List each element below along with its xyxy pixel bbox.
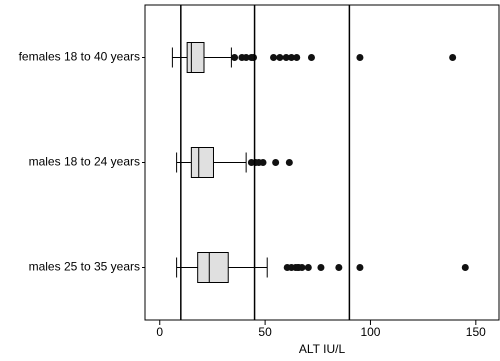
outlier [287, 54, 295, 61]
x-tick-label: 50 [258, 325, 272, 339]
outlier [304, 264, 312, 271]
outlier [282, 54, 290, 61]
outlier [293, 54, 301, 61]
outlier [449, 54, 457, 61]
outlier [356, 264, 364, 271]
x-tick-label: 150 [466, 325, 486, 339]
outlier [335, 264, 343, 271]
outlier [270, 54, 278, 61]
outlier [307, 54, 315, 61]
outlier [356, 54, 364, 61]
x-tick-label: 100 [360, 325, 380, 339]
outlier [317, 264, 325, 271]
box [197, 252, 229, 283]
y-tick-label: females 18 to 40 years [19, 50, 140, 64]
outlier [259, 159, 267, 166]
y-tick-label: males 25 to 35 years [29, 260, 140, 274]
outlier [461, 264, 469, 271]
box [186, 42, 205, 73]
x-axis-title: ALT IU/L [299, 342, 346, 356]
outlier [242, 54, 250, 61]
outlier [250, 54, 258, 61]
outlier [272, 159, 280, 166]
x-tick-label: 0 [156, 325, 163, 339]
outlier [298, 264, 306, 271]
y-tick-label: males 18 to 24 years [29, 155, 140, 169]
outlier [276, 54, 284, 61]
outlier [231, 54, 239, 61]
box [190, 147, 214, 178]
outlier [285, 159, 293, 166]
